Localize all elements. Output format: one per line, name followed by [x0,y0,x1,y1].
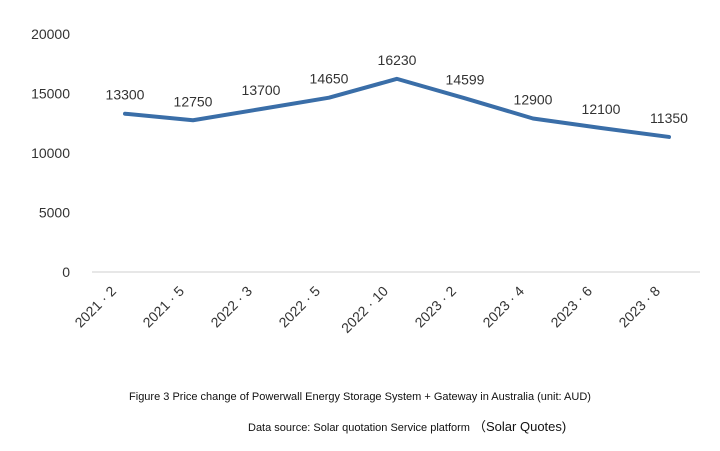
data-label: 13300 [106,87,145,103]
data-label: 12100 [582,101,621,117]
data-label: 14650 [310,71,349,87]
x-tick-label: 2023 · 6 [547,283,595,331]
y-axis-ticks: 0 5000 10000 15000 20000 [31,26,70,280]
y-tick-label: 10000 [31,145,70,161]
x-tick-label: 2021 · 5 [139,283,187,331]
y-tick-label: 0 [62,264,70,280]
x-tick-label: 2022 · 3 [207,283,255,331]
data-label: 12900 [514,91,553,107]
y-tick-label: 20000 [31,26,70,42]
x-tick-label: 2023 · 2 [411,283,459,331]
data-label: 12750 [174,93,213,109]
x-axis-ticks: 2021 · 2 2021 · 5 2022 · 3 2022 · 5 2022 · 1… [71,283,663,336]
x-tick-label: 2021 · 2 [71,283,119,331]
series-line [123,76,671,139]
x-tick-label: 2023 · 4 [479,283,527,331]
x-tick-label: 2023 · 8 [615,283,663,331]
y-tick-label: 15000 [31,86,70,102]
x-tick-label: 2022 · 10 [338,283,391,336]
data-label: 11350 [650,110,688,126]
data-source-suffix: （Solar Quotes) [473,419,567,434]
data-source: Data source: Solar quotation Service pla… [248,416,566,435]
data-label: 13700 [242,82,281,98]
x-tick-label: 2022 · 5 [275,283,323,331]
data-label: 14599 [446,71,485,87]
data-label: 16230 [378,52,417,68]
y-tick-label: 5000 [39,205,70,221]
figure-caption: Figure 3 Price change of Powerwall Energ… [129,391,591,403]
data-source-text: Data source: Solar quotation Service pla… [248,422,470,434]
data-labels: 13300 12750 13700 14650 16230 14599 12900 12100… [106,52,689,126]
